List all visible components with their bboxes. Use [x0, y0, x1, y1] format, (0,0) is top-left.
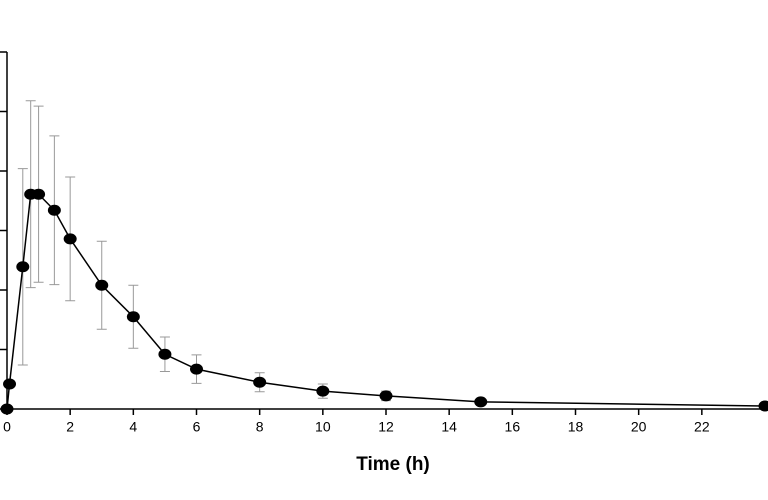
- data-point: [63, 233, 77, 245]
- x-tick-label: 10: [315, 419, 331, 435]
- data-point: [758, 400, 768, 412]
- data-point: [0, 403, 14, 415]
- x-tick-label: 14: [441, 419, 457, 435]
- data-point: [95, 279, 109, 291]
- x-tick-label: 4: [129, 419, 137, 435]
- data-point: [158, 348, 172, 360]
- x-tick-label: 16: [505, 419, 521, 435]
- data-point: [379, 390, 393, 402]
- data-point: [3, 378, 17, 390]
- x-tick-label: 12: [378, 419, 394, 435]
- x-tick-label: 2: [66, 419, 74, 435]
- x-tick-label: 8: [256, 419, 264, 435]
- x-tick-label: 6: [193, 419, 201, 435]
- data-line: [6, 193, 766, 410]
- data-point: [474, 396, 488, 408]
- data-point: [32, 188, 46, 200]
- x-tick-label: 0: [3, 419, 11, 435]
- data-point: [253, 376, 267, 388]
- x-axis-title: Time (h): [356, 454, 430, 475]
- data-point: [16, 261, 30, 273]
- x-tick-label: 22: [694, 419, 710, 435]
- data-point: [316, 385, 330, 397]
- x-tick-label: 18: [568, 419, 584, 435]
- data-point: [47, 204, 61, 216]
- data-point: [190, 363, 203, 375]
- x-tick-label: 20: [631, 419, 647, 435]
- data-point: [126, 311, 140, 323]
